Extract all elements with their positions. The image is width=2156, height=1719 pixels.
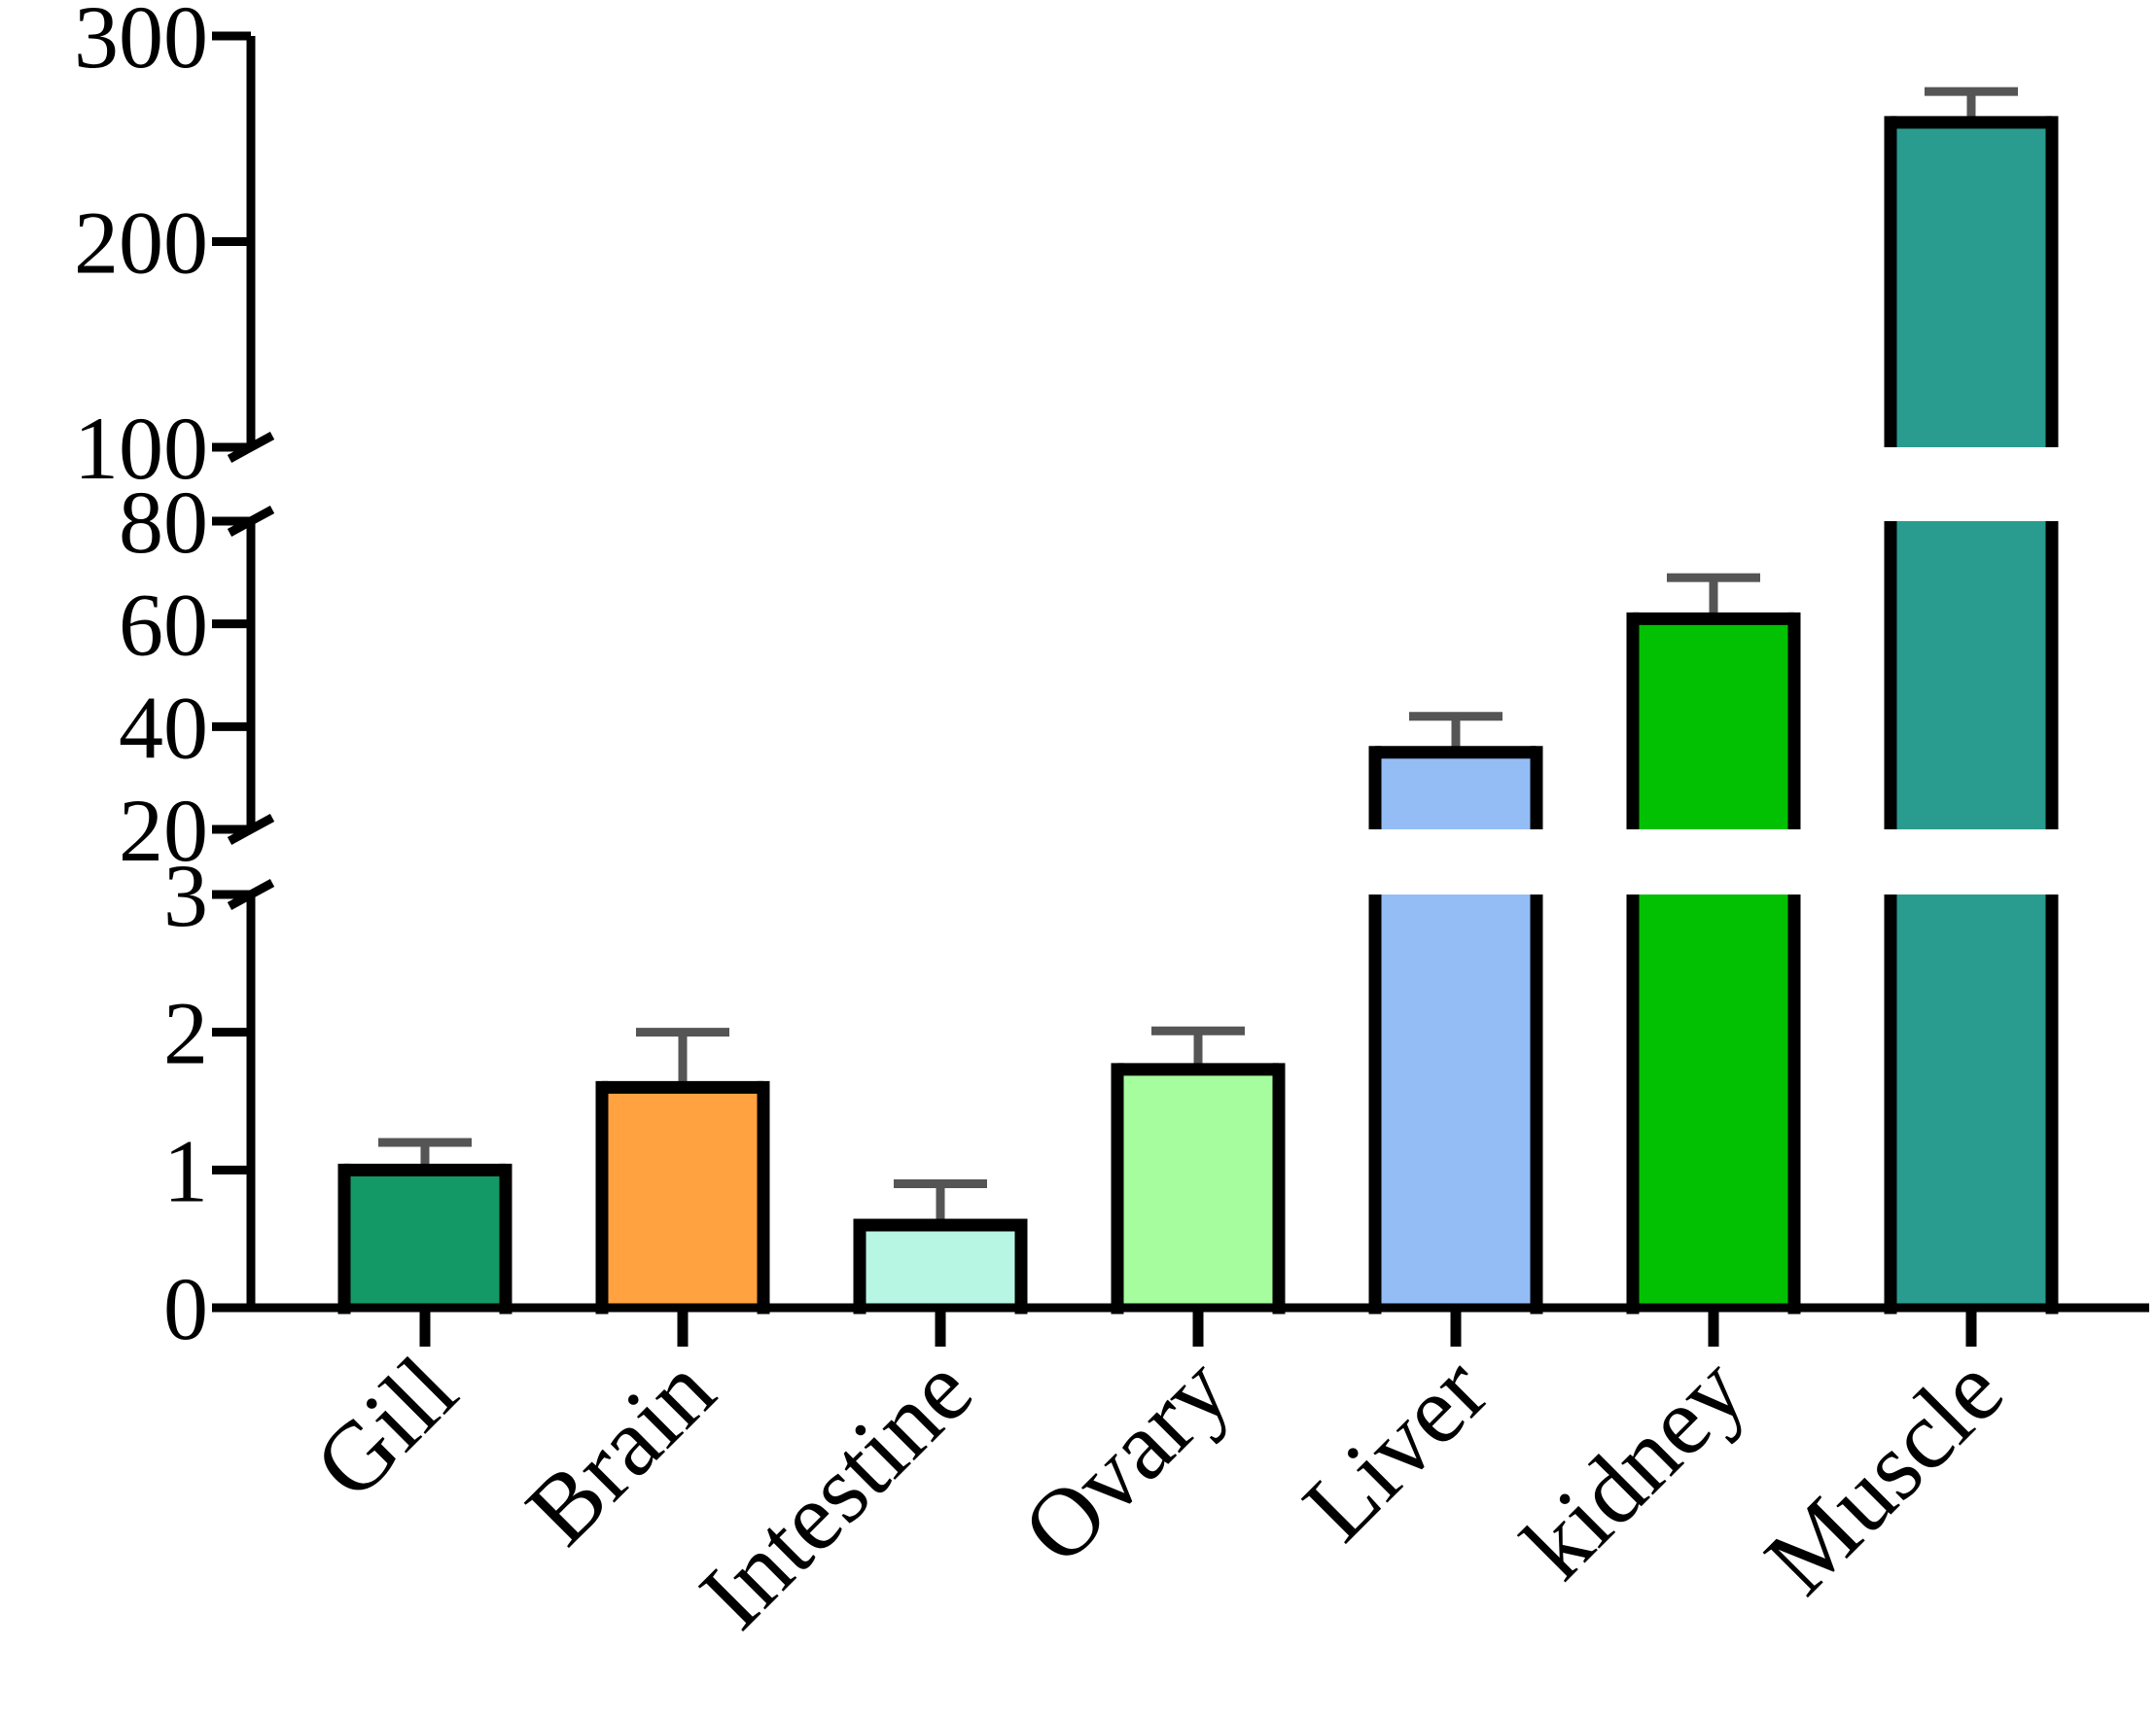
- bar-liver-segment-1: [1375, 752, 1537, 829]
- bar-gill-segment-0: [344, 1170, 506, 1308]
- y-tick-label-40: 40: [119, 678, 208, 777]
- bar-muscle-segment-2: [1891, 122, 2052, 447]
- bars-layer: [337, 87, 2059, 1315]
- x-category-label-kidney: kidney: [1502, 1336, 1766, 1599]
- x-category-label-brain: Brain: [506, 1336, 735, 1565]
- bar-intestine-segment-0: [860, 1225, 1021, 1308]
- y-tick-label-80: 80: [119, 473, 208, 572]
- bar-liver-segment-0: [1375, 895, 1537, 1308]
- y-tick-label-200: 200: [74, 193, 208, 293]
- x-category-label-liver: Liver: [1283, 1336, 1508, 1561]
- bar-muscle-segment-0: [1891, 895, 2052, 1308]
- y-tick-label-2: 2: [163, 984, 208, 1083]
- y-tick-label-60: 60: [119, 576, 208, 675]
- y-tick-label-0: 0: [163, 1259, 208, 1358]
- y-tick-label-1: 1: [163, 1121, 208, 1220]
- y-tick-label-100: 100: [74, 399, 208, 498]
- x-category-label-gill: Gill: [294, 1336, 477, 1519]
- axes-layer: [212, 31, 2149, 1347]
- bar-ovary-segment-0: [1117, 1069, 1279, 1308]
- bar-muscle-segment-1: [1891, 521, 2052, 829]
- x-category-label-ovary: Ovary: [1002, 1336, 1250, 1584]
- x-category-label-intestine: Intestine: [680, 1336, 993, 1649]
- y-tick-label-300: 300: [74, 0, 208, 87]
- bar-kidney-segment-1: [1633, 618, 1794, 829]
- y-tick-label-20: 20: [119, 781, 208, 880]
- x-category-label-muscle: Muscle: [1745, 1336, 2024, 1615]
- bar-brain-segment-0: [602, 1087, 763, 1308]
- y-tick-label-3: 3: [163, 846, 208, 945]
- bar-kidney-segment-0: [1633, 895, 1794, 1308]
